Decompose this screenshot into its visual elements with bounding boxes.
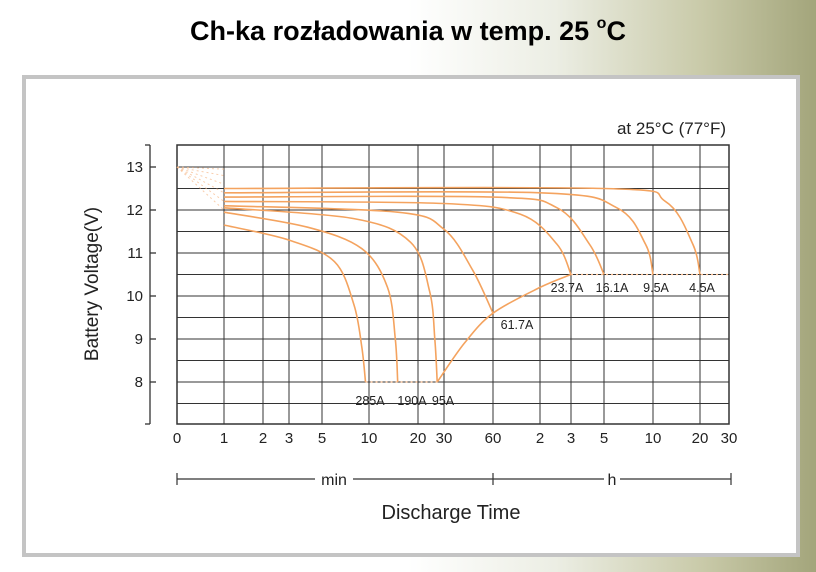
series-label-95A: 95A <box>432 394 455 408</box>
initial-voltage-trace <box>176 166 225 185</box>
series-line-285A <box>223 224 367 383</box>
y-tick-label: 10 <box>126 288 143 305</box>
y-tick-label: 12 <box>126 202 143 219</box>
chart-annotation: at 25°C (77°F) <box>617 119 726 138</box>
x-tick-label: 5 <box>318 430 326 447</box>
series-line-190A <box>223 211 399 383</box>
x-tick-label: 60 <box>485 430 502 447</box>
series-label-285A: 285A <box>355 394 385 408</box>
x-tick-label: 1 <box>220 430 228 447</box>
range-label-min: min <box>321 472 347 489</box>
series-line-61-7A <box>223 204 494 314</box>
x-tick-label: 10 <box>645 430 662 447</box>
x-tick-label: 5 <box>600 430 608 447</box>
series <box>176 166 731 383</box>
y-tick-label: 9 <box>135 331 143 348</box>
x-tick-label: 10 <box>361 430 378 447</box>
y-tick-label: 11 <box>127 245 143 262</box>
series-line-23-7A <box>223 200 572 275</box>
series-line-95A <box>223 207 438 383</box>
title-main: Ch-ka rozładowania w temp. 25 <box>190 16 597 46</box>
initial-voltage-trace <box>176 166 225 177</box>
initial-voltage-trace <box>176 166 225 211</box>
x-tick-label: 3 <box>567 430 575 447</box>
y-tick-label: 8 <box>135 374 143 391</box>
x-axis-label: Discharge Time <box>382 502 521 524</box>
x-tick-label: 20 <box>410 430 427 447</box>
series-label-9-5A: 9.5A <box>643 281 669 295</box>
x-tick-label: 3 <box>285 430 293 447</box>
series-line-4-5A <box>223 186 701 275</box>
initial-voltage-trace <box>176 166 225 194</box>
y-axis-label: Battery Voltage(V) <box>82 207 103 361</box>
plot-border <box>176 144 730 425</box>
x-tick-label: 2 <box>536 430 544 447</box>
chart-frame: 13 12 11 10 9 8 0 1 2 3 5 10 20 30 60 2 3 5 10 20 30 min h 285… <box>22 75 800 557</box>
labels: 285A 190A 95A 61.7A 23.7A 16.1A 9.5A 4.5A <box>355 281 715 408</box>
x-tick-label: 2 <box>259 430 267 447</box>
x-tick-label: 30 <box>436 430 453 447</box>
x-tick-label: 0 <box>173 430 181 447</box>
series-line-9-5A <box>223 190 654 275</box>
x-tick-label: 20 <box>692 430 709 447</box>
series-label-4-5A: 4.5A <box>689 281 715 295</box>
y-tick-label: 13 <box>126 159 143 176</box>
page-title: Ch-ka rozładowania w temp. 25 oC <box>0 15 816 47</box>
series-line-16-1A <box>223 195 605 275</box>
range-label-h: h <box>608 472 617 489</box>
series-label-23-7A: 23.7A <box>551 281 584 295</box>
initial-voltage-trace <box>176 166 225 202</box>
series-label-61-7A: 61.7A <box>501 318 534 332</box>
x-tick-label: 30 <box>721 430 738 447</box>
series-label-16-1A: 16.1A <box>596 281 629 295</box>
title-unit: C <box>606 16 626 46</box>
title-degree-sup: o <box>596 15 607 32</box>
end-voltage-curve <box>436 273 572 383</box>
series-label-190A: 190A <box>397 394 427 408</box>
